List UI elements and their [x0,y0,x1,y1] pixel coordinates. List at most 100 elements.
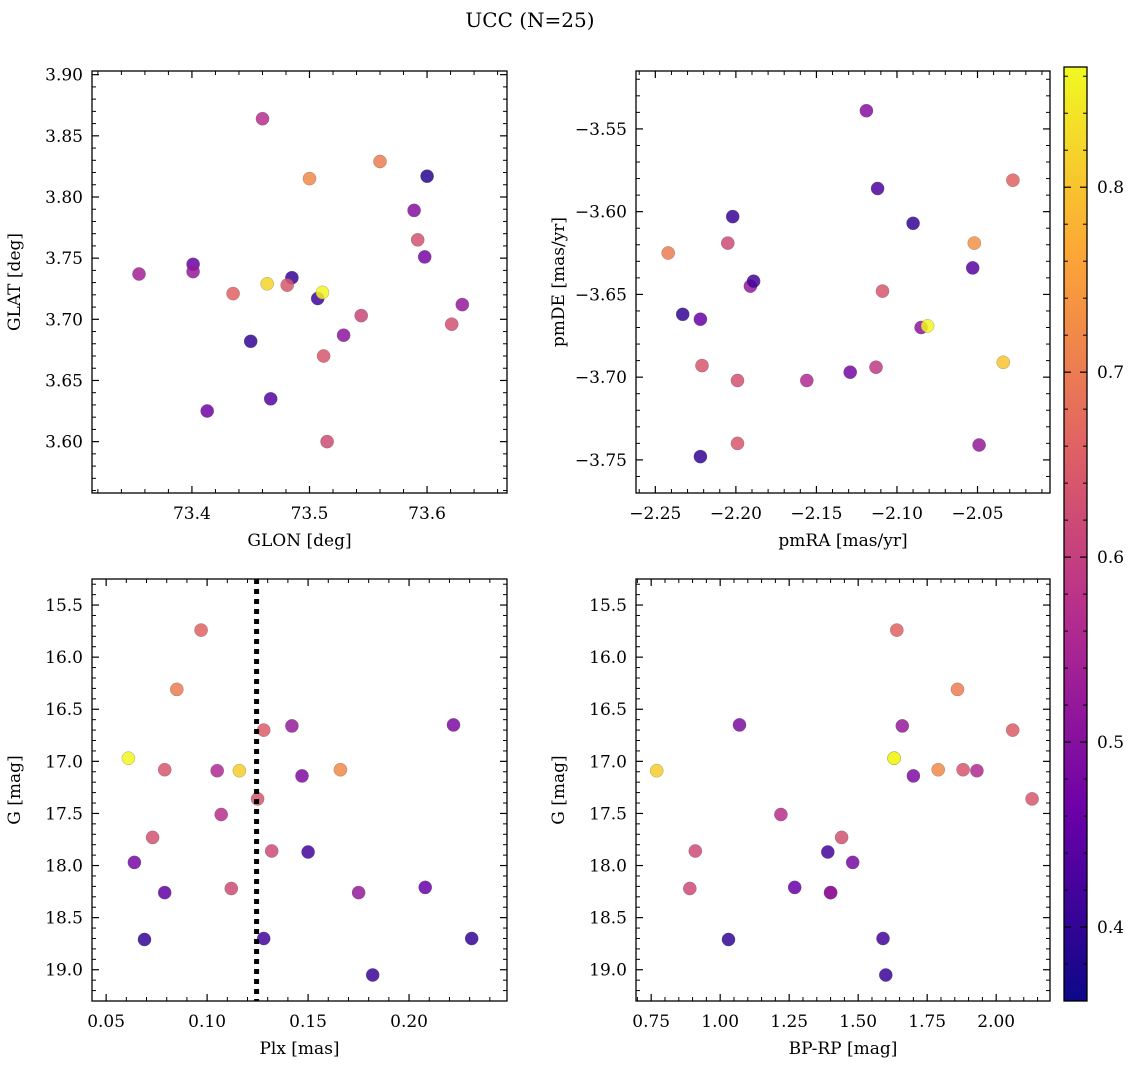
colorbar-tick-label: 0.7 [1097,363,1124,383]
data-point [264,844,279,858]
data-point [1025,792,1039,806]
x-tick-label: 73.4 [173,504,211,524]
y-tick-label: −3.75 [575,451,627,471]
data-point [232,763,247,778]
data-point [420,169,434,183]
data-point [464,931,479,946]
data-point [410,232,425,247]
data-point [821,845,835,859]
data-point [675,307,690,322]
data-point [920,319,935,333]
data-point [301,845,315,859]
y-tick-label: 3.90 [45,66,83,86]
data-point [132,267,146,281]
data-point [263,391,278,406]
data-point [895,719,910,733]
data-point [721,236,735,250]
data-point [455,297,470,312]
data-point [843,365,858,380]
data-point [688,844,703,858]
data-point [931,762,946,777]
data-point [224,881,239,896]
data-point [972,438,986,452]
x-tick-label: 0.75 [632,1012,670,1032]
colorbar-gradient [1063,66,1088,1002]
x-tick-label: −2.10 [871,504,923,524]
data-point [418,880,433,895]
panels: 73.4 73.5 73.6 3.60 3.65 3.70 3.75 3.80 3.85 3.90… [5,66,1051,1059]
data-point [906,769,921,783]
y-axis-label: G [mag] [5,755,25,824]
axes-frame [635,70,1051,494]
axes-frame [91,578,508,1002]
data-point [746,274,761,289]
data-point [186,264,200,279]
data-point [320,434,334,449]
data-point [876,931,890,946]
data-point [800,373,814,388]
x-tick-label: 0.05 [87,1012,125,1032]
data-point [649,763,664,778]
data-point [444,317,459,332]
data-point [732,718,747,732]
y-tick-label: 18.5 [589,909,627,929]
colorbar-tick-label: 0.5 [1097,733,1124,753]
data-point [1006,173,1020,187]
data-point [417,250,432,264]
y-tick-label: 19.0 [45,961,83,981]
axes-frame [91,70,508,494]
data-point [200,404,214,418]
y-tick-label: 17.5 [45,804,83,824]
x-tick-label: 0.10 [188,1012,226,1032]
y-tick-label: 3.75 [45,249,83,269]
data-point [145,830,160,845]
y-tick-label: 16.5 [589,700,627,720]
y-axis-label: G [mag] [549,755,569,824]
panel-pm: −2.25 −2.20 −2.15 −2.10 −2.05 −3.75 −3.70 −3.65… [549,70,1051,551]
data-point [887,751,901,766]
y-tick-label: −3.60 [575,203,627,223]
x-tick-label: −2.25 [629,504,681,524]
data-point [875,284,890,298]
data-point [725,209,740,224]
figure-title: UCC (N=25) [465,8,594,32]
data-point [169,682,184,697]
points-cmd [649,623,1039,982]
y-tick-label: 17.5 [589,804,627,824]
data-point [869,360,883,375]
x-tick-label: −2.20 [710,504,762,524]
data-point [316,349,331,363]
data-point [1005,723,1020,737]
y-axis-label: pmDE [mas/yr] [549,217,569,347]
points-pm [661,103,1020,464]
panel-cmd: 0.75 1.00 1.25 1.50 1.75 2.00 15.5 16.0 16.5 17.0… [549,578,1051,1059]
y-tick-label: 16.0 [45,648,83,668]
data-point [890,623,904,637]
x-axis-label: Plx [mas] [259,1039,339,1059]
x-tick-label: 73.5 [291,504,329,524]
data-point [333,762,348,777]
y-tick-label: 18.0 [589,857,627,877]
data-point [256,931,271,946]
y-tick-label: −3.70 [575,368,627,388]
x-tick-label: 1.50 [839,1012,877,1032]
data-point [295,769,309,783]
data-point [285,719,299,733]
data-point [121,751,136,766]
y-tick-label: 3.65 [45,371,83,391]
x-tick-label: 2.00 [977,1012,1015,1032]
y-tick-label: 15.5 [45,596,83,616]
x-tick-label: 1.25 [770,1012,808,1032]
y-tick-label: −3.65 [575,285,627,305]
data-point [721,932,736,947]
data-point [137,932,152,947]
data-point [260,276,275,291]
data-point [243,334,258,349]
x-tick-label: 1.00 [701,1012,739,1032]
data-point [870,181,885,196]
x-tick-label: 1.75 [908,1012,946,1032]
data-point [157,885,172,900]
data-point [970,763,984,778]
data-point [446,718,461,732]
x-tick-label: 0.15 [289,1012,327,1032]
